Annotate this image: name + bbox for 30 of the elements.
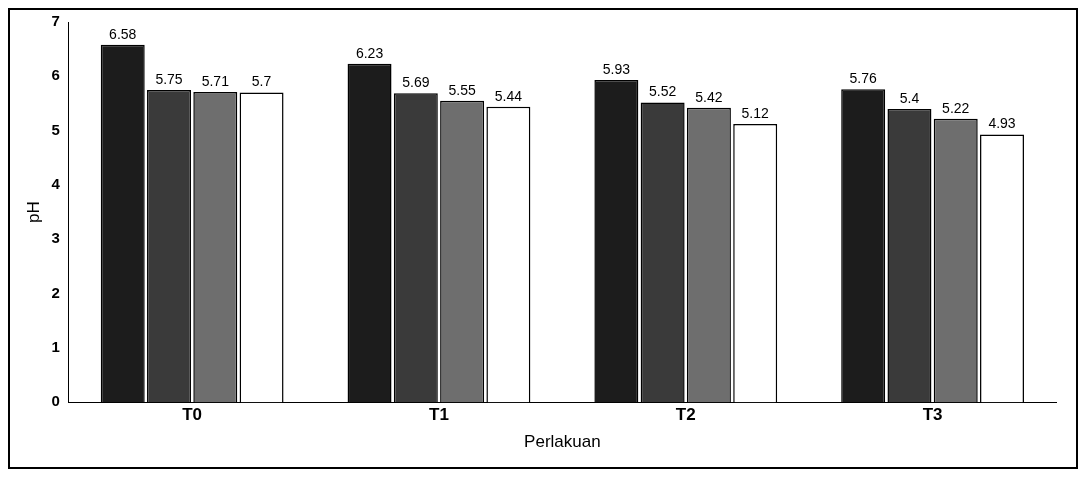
- x-tick-label: T0: [182, 405, 203, 425]
- y-tick-label: 1: [51, 338, 60, 356]
- y-tick-label: 6: [51, 66, 60, 84]
- y-tick-label: 5: [51, 120, 60, 138]
- data-label: 5.4: [899, 89, 920, 106]
- data-label: 5.71: [201, 72, 230, 89]
- y-tick-label: 0: [51, 392, 60, 410]
- data-label: 4.93: [988, 115, 1016, 132]
- data-label: 5.93: [602, 60, 631, 77]
- data-label: 5.55: [448, 81, 476, 98]
- y-tick-label: 2: [51, 283, 60, 301]
- x-tick-label: T3: [922, 405, 943, 425]
- y-tick-label: 4: [51, 175, 61, 193]
- x-tick-label: T2: [675, 405, 696, 425]
- data-label: 6.23: [355, 44, 384, 61]
- y-tick-label: 7: [51, 12, 60, 30]
- data-label: 6.58: [109, 25, 137, 42]
- data-label: 5.75: [155, 70, 183, 87]
- data-label: 5.42: [695, 88, 723, 105]
- data-label: 5.22: [942, 99, 970, 116]
- data-label: 5.76: [849, 70, 878, 87]
- y-axis-title: pH: [23, 201, 43, 223]
- data-label: 5.7: [251, 73, 272, 90]
- data-label: 5.44: [494, 87, 523, 104]
- x-axis-title: Perlakuan: [524, 432, 601, 452]
- data-label: 5.69: [402, 74, 430, 91]
- y-tick-label: 3: [51, 229, 60, 247]
- data-label: 5.52: [649, 83, 677, 100]
- data-label: 5.12: [741, 104, 770, 121]
- x-tick-label: T1: [429, 405, 449, 425]
